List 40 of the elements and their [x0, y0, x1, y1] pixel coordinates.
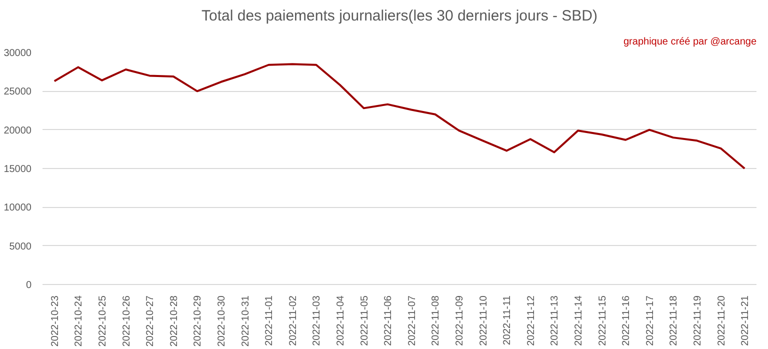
x-tick-label: 2022-11-03 [312, 295, 323, 346]
x-tick-label: 2022-10-29 [192, 295, 204, 347]
x-tick-label: 2022-11-13 [550, 295, 561, 346]
x-tick-label: 2022-11-21 [740, 295, 752, 346]
x-tick-label: 2022-11-08 [430, 295, 442, 346]
x-tick-label: 2022-11-18 [668, 295, 680, 346]
y-tick-label: 5000 [9, 241, 32, 252]
y-tick-label: 20000 [4, 125, 32, 136]
x-tick-label: 2022-10-25 [98, 295, 108, 347]
x-tick-label: 2022-11-15 [597, 295, 608, 346]
x-tick-label: 2022-11-17 [644, 295, 656, 346]
y-tick-label: 25000 [4, 86, 32, 98]
line-series [53, 63, 746, 170]
x-tick-label: 2022-10-23 [50, 295, 61, 347]
x-tick-label: 2022-11-20 [716, 295, 728, 346]
x-tick-label: 2022-11-10 [478, 295, 490, 346]
x-tick-label: 2022-10-31 [240, 295, 252, 347]
x-tick-label: 2022-11-01 [264, 295, 276, 346]
x-tick-label: 2022-11-12 [526, 295, 537, 346]
x-tick-label: 2022-10-28 [168, 295, 180, 347]
x-tick-label: 2022-11-09 [454, 295, 466, 346]
y-tick-label: 15000 [4, 164, 32, 175]
x-tick-label: 2022-11-14 [574, 295, 584, 346]
text: graphique créé par @arcange [623, 36, 757, 48]
x-tick-label: 2022-10-24 [74, 295, 85, 347]
y-tick-label: 30000 [4, 48, 32, 59]
x-tick-label: 2022-10-26 [121, 295, 132, 347]
y-tick-label: 10000 [4, 202, 32, 214]
x-tick-label: 2022-11-07 [406, 295, 418, 346]
chart-title: Total des paiements journaliers(les 30 derniers jours - SBD) [201, 8, 598, 24]
x-tick-label: 2022-11-06 [383, 295, 394, 346]
x-tick-label: 2022-11-05 [359, 295, 370, 346]
x-tick-label: 2022-11-04 [336, 295, 346, 346]
x-tick-label: 2022-11-19 [692, 295, 704, 346]
y-tick-label: 0 [26, 280, 32, 291]
x-tick-label: 2022-11-02 [288, 295, 299, 346]
x-tick-label: 2022-11-11 [502, 295, 514, 346]
x-tick-label: 2022-10-27 [145, 295, 156, 347]
x-tick-label: 2022-11-16 [621, 295, 632, 346]
x-tick-label: 2022-10-30 [216, 295, 228, 347]
